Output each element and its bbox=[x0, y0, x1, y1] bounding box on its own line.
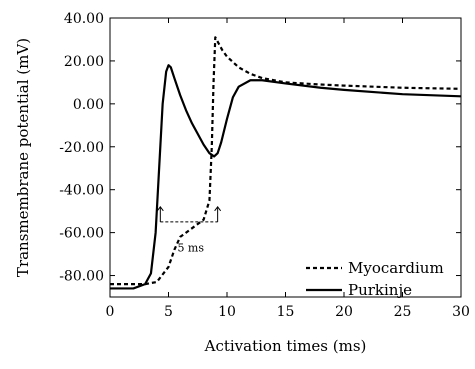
series-line-myocardium bbox=[110, 36, 462, 286]
legend-label-myocardium: Myocardium bbox=[348, 259, 444, 277]
x-axis-label: Activation times (ms) bbox=[204, 337, 367, 355]
axis-labels: Activation times (ms) Transmembrane poten… bbox=[14, 38, 366, 355]
delay-arrow-head bbox=[214, 206, 222, 212]
x-tick-label: 10 bbox=[218, 304, 236, 320]
y-tick-label: 0.00 bbox=[73, 97, 104, 113]
x-tick-label: 20 bbox=[335, 304, 353, 320]
delay-arrow-head bbox=[156, 206, 164, 212]
x-tick-label: 25 bbox=[394, 304, 412, 320]
x-tick-label: 0 bbox=[106, 304, 115, 320]
y-tick-label: -60.00 bbox=[59, 226, 104, 242]
series-line-purkinje bbox=[110, 64, 462, 290]
y-tick-label: 40.00 bbox=[64, 11, 104, 27]
legend-label-purkinje: Purkinje bbox=[348, 281, 412, 299]
y-tick-label: -80.00 bbox=[59, 269, 104, 285]
annotation-group: 5 ms bbox=[156, 206, 222, 255]
plot-frame bbox=[109, 17, 462, 298]
y-tick-label: 20.00 bbox=[64, 54, 104, 70]
y-tick-label: -40.00 bbox=[59, 183, 104, 199]
x-tick-label: 5 bbox=[164, 304, 173, 320]
series-group bbox=[110, 36, 462, 290]
x-tick-label: 30 bbox=[452, 304, 470, 320]
plot-area: 0 5 10 15 20 25 30 -80.00 -60.00 -40.00 -20.00 0.00… bbox=[59, 11, 470, 320]
y-axis-label: Transmembrane potential (mV) bbox=[14, 38, 32, 277]
annotation-label: 5 ms bbox=[177, 242, 204, 255]
y-tick-label: -20.00 bbox=[59, 140, 104, 156]
x-tick-label: 15 bbox=[277, 304, 295, 320]
legend: Myocardium Purkinje bbox=[306, 259, 444, 299]
